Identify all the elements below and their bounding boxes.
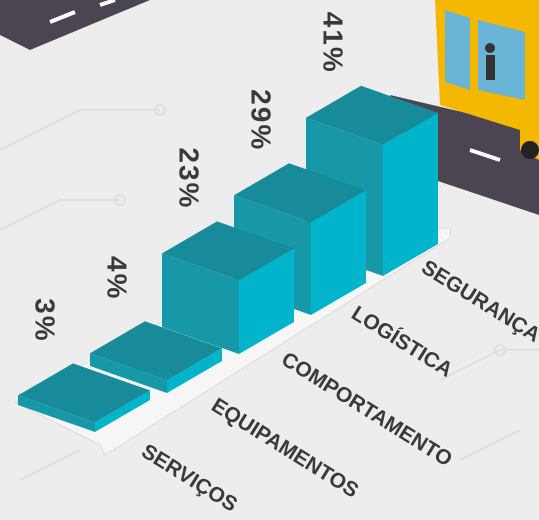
background-circuit (0, 104, 539, 481)
value-label: 23% (174, 147, 205, 209)
bar-top-face (90, 321, 222, 381)
value-label: 29% (246, 89, 277, 151)
bar (18, 363, 150, 432)
bar-right-face (239, 248, 294, 354)
bar-left-face (18, 395, 95, 432)
category-label: SERVIÇOS (137, 440, 241, 517)
category-label: LOGÍSTICA (347, 302, 456, 382)
value-label: 3% (30, 298, 61, 342)
value-label: 41% (318, 12, 349, 74)
category-label: EQUIPAMENTOS (207, 394, 362, 503)
bar-top-face (162, 221, 294, 281)
bar (162, 221, 294, 354)
bar-left-face (90, 353, 167, 393)
bar-right-face (167, 348, 222, 393)
bar-right-face (95, 390, 150, 432)
bar-top-face (18, 363, 150, 423)
bar-right-face (311, 190, 366, 315)
bar (90, 321, 222, 393)
bar-top-face (306, 85, 438, 145)
bar-left-face (162, 253, 239, 354)
value-label: 4% (102, 256, 133, 300)
bar-right-face (383, 112, 438, 276)
category-label: SEGURANÇA (417, 256, 539, 347)
bus (435, 0, 539, 160)
road (0, 0, 150, 50)
bar-top-face (234, 163, 366, 223)
